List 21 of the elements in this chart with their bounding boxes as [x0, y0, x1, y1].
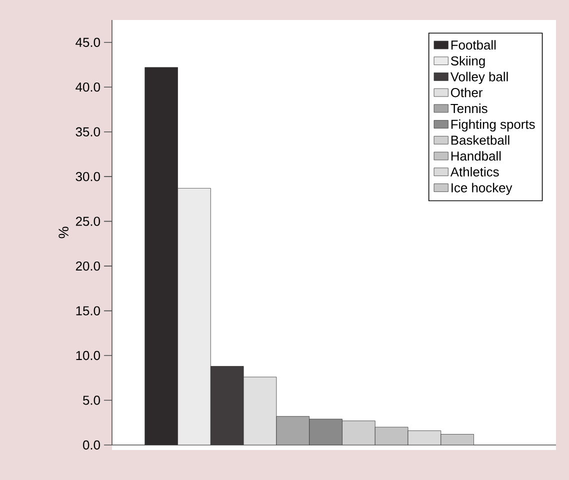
- y-tick-label: 15.0: [76, 306, 100, 316]
- y-tick-label: 10.0: [76, 350, 100, 360]
- y-tick-label: 35.0: [76, 127, 100, 136]
- y-axis-title: %: [58, 226, 68, 238]
- legend-label: Other: [450, 88, 483, 98]
- y-tick-label: 25.0: [76, 216, 100, 226]
- y-tick-label: 5.0: [83, 396, 100, 405]
- legend-label: Fighting sports: [451, 119, 535, 132]
- legend-label: Basketball: [451, 135, 510, 145]
- legend-label: Ice hockey: [452, 182, 512, 195]
- y-tick-label: 0.0: [83, 440, 100, 450]
- legend-label: Handball: [451, 151, 501, 161]
- legend-label: Football: [451, 40, 496, 50]
- legend-label: Athletics: [450, 166, 499, 177]
- legend-label: Volley ball: [450, 72, 508, 84]
- legend-label: Tennis: [450, 104, 488, 114]
- y-tick-label: 20.0: [76, 261, 100, 271]
- y-tick-label: 40.0: [76, 82, 100, 92]
- y-tick-label: 30.0: [76, 172, 100, 182]
- y-tick-label: 45.0: [76, 38, 100, 47]
- legend-label: Skiing: [450, 56, 485, 68]
